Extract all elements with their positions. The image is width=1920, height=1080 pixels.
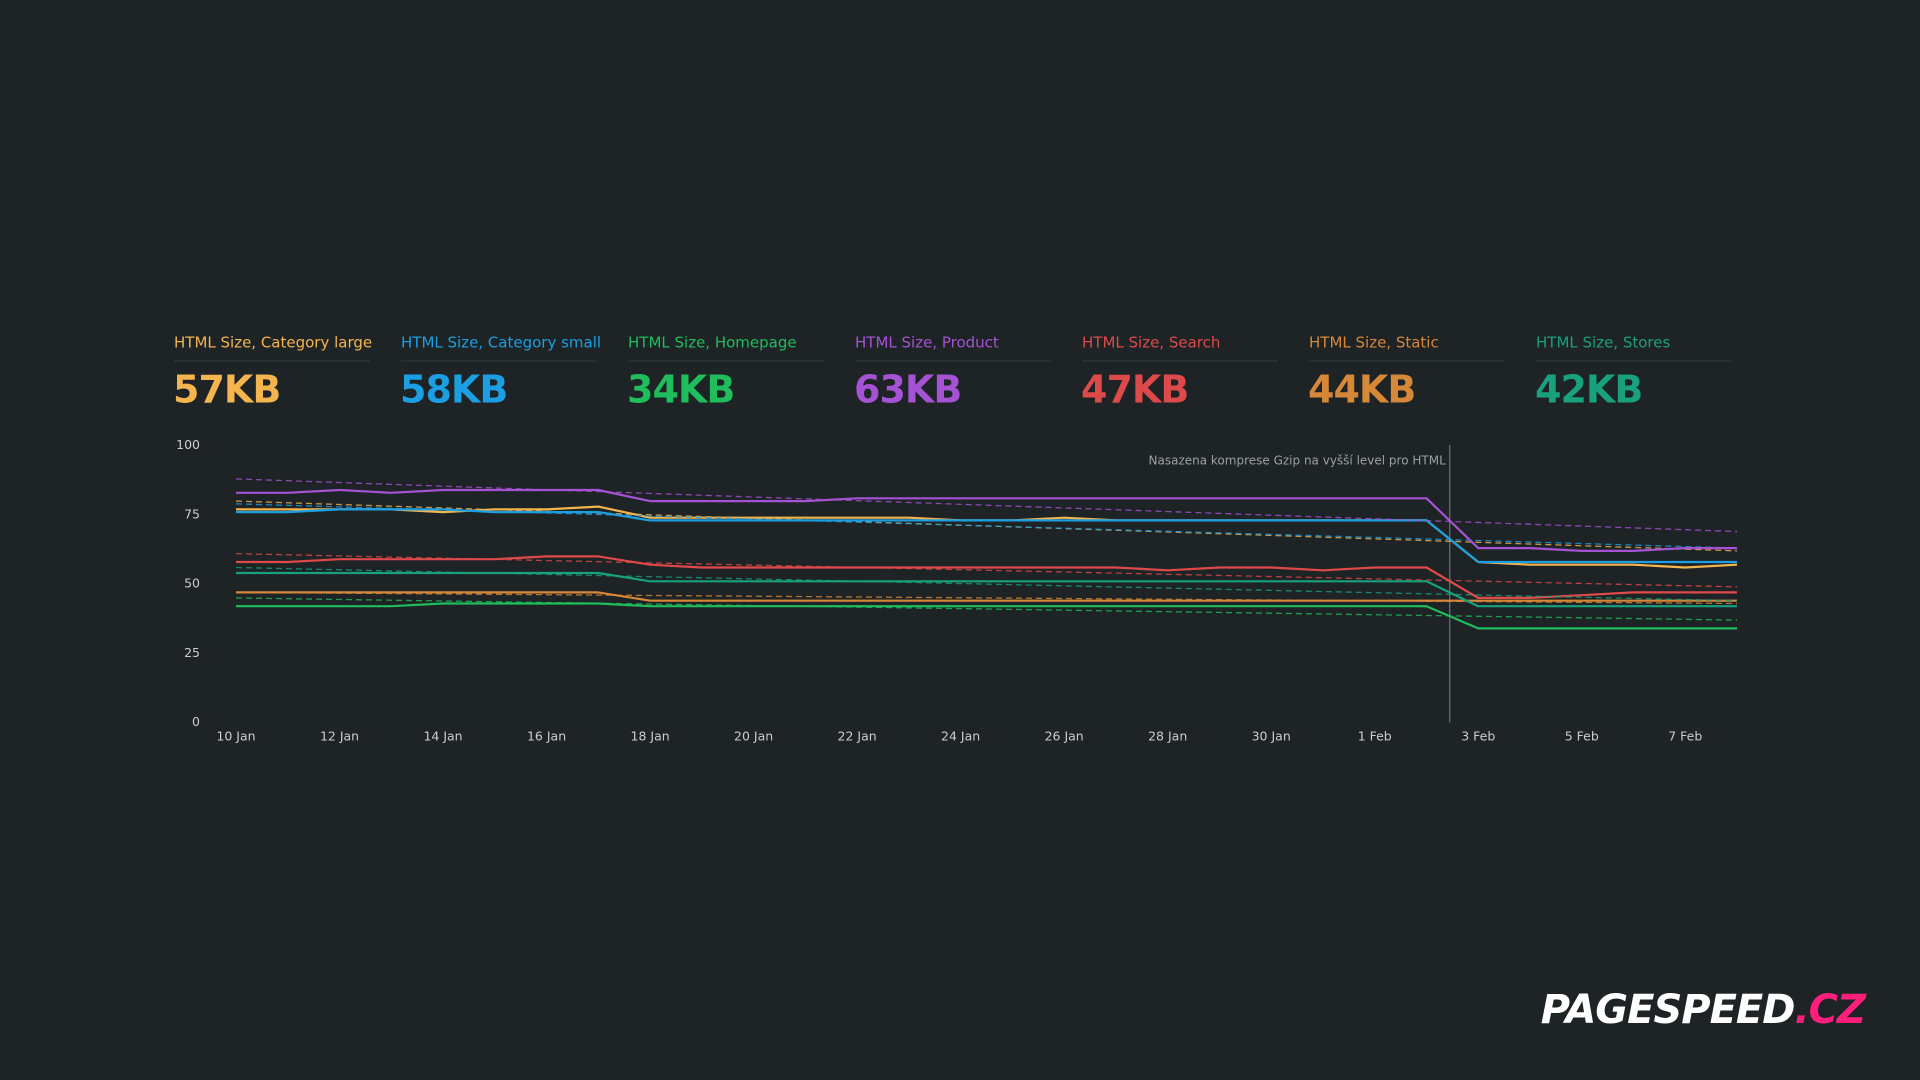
legend-value: 57KB [173, 368, 280, 412]
x-tick-label: 24 Jan [941, 729, 980, 744]
x-tick-label: 28 Jan [1148, 729, 1187, 744]
y-tick-label: 100 [176, 437, 200, 452]
legend-value: 63KB [854, 368, 961, 412]
brand: PAGESPEED.CZ [1541, 987, 1867, 1033]
x-tick-label: 12 Jan [320, 729, 359, 744]
x-tick-label: 22 Jan [838, 729, 877, 744]
x-tick-label: 14 Jan [423, 729, 462, 744]
brand-suffix: .CZ [1794, 987, 1867, 1033]
x-tick-label: 1 Feb [1358, 729, 1392, 744]
legend-label: HTML Size, Search [1082, 334, 1220, 352]
brand-main: PAGESPEED [1541, 987, 1795, 1033]
legend-label: HTML Size, Static [1309, 334, 1439, 352]
x-tick-label: 5 Feb [1565, 729, 1599, 744]
trend-line [235, 597, 1738, 621]
x-tick-label: 18 Jan [631, 729, 670, 744]
legend-label: HTML Size, Product [855, 334, 999, 352]
x-tick-label: 16 Jan [527, 729, 566, 744]
legend-value: 58KB [400, 368, 507, 412]
series-line [236, 602, 1737, 630]
x-tick-label: 20 Jan [734, 729, 773, 744]
legend-value: 47KB [1081, 368, 1188, 412]
legend-label: HTML Size, Stores [1536, 334, 1670, 352]
x-tick-label: 30 Jan [1252, 729, 1291, 744]
annotation-text: Nasazena komprese Gzip na vyšší level pr… [1149, 454, 1447, 468]
series-line [236, 571, 1737, 608]
x-tick-label: 10 Jan [216, 729, 255, 744]
legend-label: HTML Size, Category large [174, 334, 372, 352]
legend-value: 44KB [1308, 368, 1415, 412]
legend-label: HTML Size, Category small [401, 334, 601, 352]
legend-label: HTML Size, Homepage [628, 334, 797, 352]
y-tick-label: 0 [192, 714, 200, 729]
legend-value: 34KB [627, 368, 734, 412]
y-tick-label: 50 [184, 576, 200, 591]
series-line [236, 488, 1737, 552]
series-line [236, 508, 1737, 564]
x-tick-label: 26 Jan [1045, 729, 1084, 744]
y-tick-label: 75 [184, 506, 200, 521]
legend-value: 42KB [1535, 368, 1642, 412]
series-line [236, 555, 1737, 599]
y-tick-label: 25 [184, 645, 200, 660]
series-line [236, 591, 1737, 602]
trend-line [235, 478, 1738, 533]
x-tick-label: 7 Feb [1668, 729, 1702, 744]
x-tick-label: 3 Feb [1461, 729, 1495, 744]
